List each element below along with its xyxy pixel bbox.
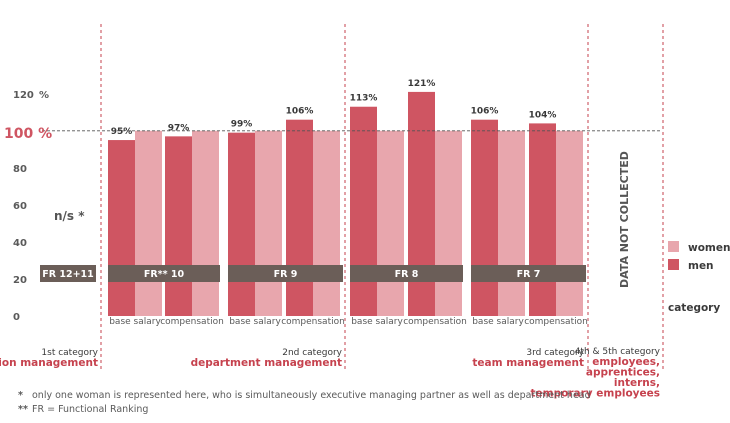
bar-men (408, 91, 435, 317)
bar-women (192, 130, 219, 316)
functional-ranking-band (40, 265, 96, 282)
category-name: employees, (592, 356, 660, 368)
bar-value-label: 106% (471, 107, 499, 117)
bar-women (377, 130, 404, 316)
bar-men (529, 123, 556, 316)
bar-category-label: base salary (472, 317, 524, 327)
bar-value-label: 95% (111, 127, 133, 137)
category-number: 1st category (41, 348, 98, 358)
bar-category-label: base salary (229, 317, 281, 327)
bar-women (255, 130, 282, 316)
footnote-marker: ** (18, 404, 28, 415)
bar-women (556, 130, 583, 316)
functional-ranking-band (471, 265, 586, 282)
bar-men (108, 140, 135, 316)
category-number: 2nd category (282, 348, 342, 358)
legend-label-men: men (688, 260, 714, 272)
functional-ranking-label: FR 9 (274, 269, 298, 280)
bar-category-label: compensation (281, 317, 345, 327)
x-axis-label: category (668, 302, 720, 314)
bar-value-label: 113% (350, 94, 378, 104)
functional-ranking-band (350, 265, 463, 282)
functional-ranking-label: FR 8 (395, 269, 419, 280)
legend-swatch-women (668, 241, 679, 252)
bar-category-label: compensation (160, 317, 224, 327)
bar-women (498, 130, 525, 316)
functional-ranking-band (108, 265, 220, 282)
y-axis-unit: % (39, 90, 49, 101)
category-name: division management (0, 357, 98, 369)
footnote-marker: * (18, 390, 23, 401)
data-not-collected-note: DATA NOT COLLECTED (618, 151, 631, 288)
category-number: 3rd category (526, 348, 584, 358)
legend-swatch-men (668, 259, 679, 270)
legend-label-women: women (688, 242, 730, 254)
bar-value-label: 97% (168, 123, 190, 133)
y-tick-label: 0 (13, 312, 20, 323)
footnote-text: only one woman is represented here, who … (32, 390, 591, 401)
bar-category-label: compensation (403, 317, 467, 327)
bar-value-label: 104% (529, 110, 557, 120)
y-tick-label: 120 (13, 90, 34, 101)
functional-ranking-label: FR 12+11 (42, 269, 94, 280)
y-tick-label: 20 (13, 275, 27, 286)
category-name: apprentices, (586, 367, 660, 379)
y-tick-label: 60 (13, 201, 27, 212)
reference-line-label: 100 % (4, 126, 52, 142)
bar-category-label: base salary (351, 317, 403, 327)
category-name: team management (472, 357, 584, 369)
bar-value-label: 99% (231, 120, 253, 130)
bar-category-label: compensation (524, 317, 588, 327)
footnote-text: FR = Functional Ranking (32, 404, 148, 415)
functional-ranking-band (228, 265, 343, 282)
bar-women (135, 130, 162, 316)
not-significant-note: n/s * (54, 209, 85, 223)
bar-men (350, 106, 377, 316)
bar-value-label: 106% (286, 107, 314, 117)
bar-men (471, 119, 498, 316)
bar-women (435, 130, 462, 316)
category-number: 4th & 5th category (575, 347, 661, 357)
bar-men (228, 132, 255, 316)
category-name: interns, (614, 377, 660, 389)
functional-ranking-label: FR** 10 (144, 269, 185, 280)
y-tick-label: 40 (13, 238, 27, 249)
bar-women (313, 130, 340, 316)
bar-category-label: base salary (109, 317, 161, 327)
category-name: department management (191, 357, 342, 369)
bar-men (165, 136, 192, 316)
functional-ranking-label: FR 7 (517, 269, 541, 280)
bar-men (286, 119, 313, 316)
bar-value-label: 121% (408, 79, 436, 89)
category-name: temporary employees (531, 388, 660, 400)
y-tick-label: 80 (13, 164, 27, 175)
